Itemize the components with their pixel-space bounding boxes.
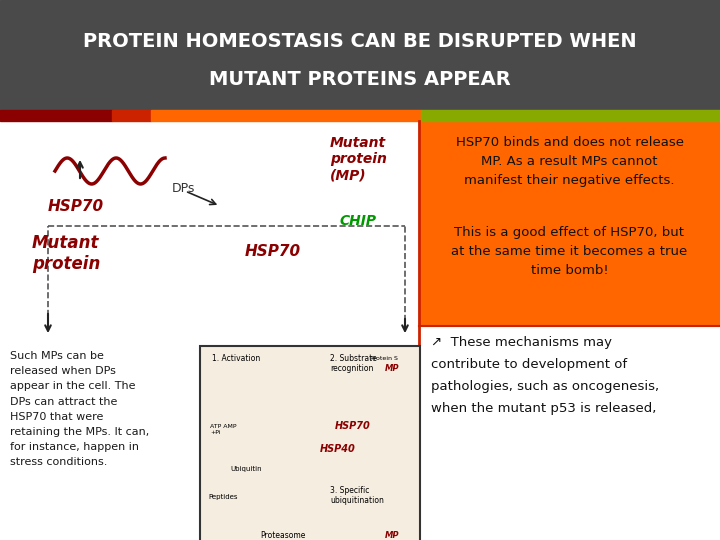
Text: ATP AMP
+Pi: ATP AMP +Pi <box>210 424 236 435</box>
Text: MUTANT PROTEINS APPEAR: MUTANT PROTEINS APPEAR <box>209 70 511 89</box>
Text: Protein S: Protein S <box>370 356 398 361</box>
Text: MP: MP <box>385 531 400 540</box>
Text: HSP40: HSP40 <box>320 444 356 454</box>
Text: Ubiquitin: Ubiquitin <box>230 466 261 472</box>
Text: Peptides: Peptides <box>208 494 238 500</box>
Bar <box>0 0 720 110</box>
Bar <box>112 110 151 121</box>
Text: This is a good effect of HSP70, but
at the same time it becomes a true
time bomb: This is a good effect of HSP70, but at t… <box>451 226 688 277</box>
Text: HSP70 binds and does not release
MP. As a result MPs cannot
manifest their negat: HSP70 binds and does not release MP. As … <box>456 136 683 187</box>
Bar <box>419 326 720 540</box>
Bar <box>419 121 720 326</box>
Text: HSP70: HSP70 <box>48 199 104 214</box>
Bar <box>200 346 420 540</box>
Bar <box>151 110 421 121</box>
Text: 2. Substrate
recognition: 2. Substrate recognition <box>330 354 377 373</box>
Text: 3. Specific
ubiquitination: 3. Specific ubiquitination <box>330 486 384 505</box>
Text: HSP70: HSP70 <box>335 421 371 431</box>
Text: DPs: DPs <box>172 183 195 195</box>
Bar <box>0 121 419 540</box>
Text: Mutant
protein
(MP): Mutant protein (MP) <box>330 136 387 183</box>
Text: CHIP: CHIP <box>340 214 377 228</box>
Text: PROTEIN HOMEOSTASIS CAN BE DISRUPTED WHEN: PROTEIN HOMEOSTASIS CAN BE DISRUPTED WHE… <box>84 32 636 51</box>
Bar <box>0 110 112 121</box>
Text: Such MPs can be
released when DPs
appear in the cell. The
DPs can attract the
HS: Such MPs can be released when DPs appear… <box>10 351 149 468</box>
Text: Mutant
protein: Mutant protein <box>32 234 100 273</box>
Text: HSP70: HSP70 <box>245 244 301 259</box>
Text: MP: MP <box>385 364 400 373</box>
Text: Proteasome: Proteasome <box>260 531 305 540</box>
Text: ↗  These mechanisms may
contribute to development of
pathologies, such as oncoge: ↗ These mechanisms may contribute to dev… <box>431 336 659 415</box>
Bar <box>421 110 720 121</box>
Text: 1. Activation: 1. Activation <box>212 354 260 363</box>
